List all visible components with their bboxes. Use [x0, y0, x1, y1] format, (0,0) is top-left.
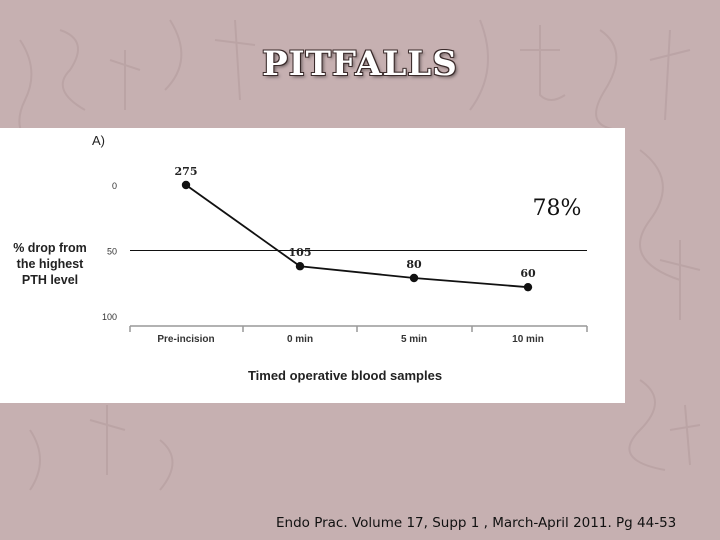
panel-label: A)	[92, 133, 105, 148]
data-label: 275	[175, 165, 198, 178]
x-tick-label: 5 min	[401, 334, 427, 345]
data-point	[181, 180, 191, 190]
series-line	[185, 184, 529, 289]
y-axis-label: % drop from	[13, 241, 87, 255]
annotation-label: 78%	[533, 196, 582, 221]
slide-title: PITFALLS	[262, 44, 458, 84]
x-tick-label: 10 min	[512, 334, 544, 345]
data-label: 105	[289, 246, 312, 259]
data-label: 60	[520, 267, 536, 280]
citation: Endo Prac. Volume 17, Supp 1 , March-Apr…	[276, 515, 677, 531]
x-axis-title: Timed operative blood samples	[248, 368, 442, 383]
y-tick-label: 100	[102, 312, 117, 322]
x-tick-label: Pre-incision	[157, 334, 214, 345]
data-point	[523, 282, 533, 292]
y-tick-label: 50	[107, 247, 117, 257]
data-point	[295, 262, 305, 271]
data-label: 80	[406, 258, 422, 271]
chart-panel: A) 0 50 100 % drop from the highest PTH level 2…	[0, 128, 625, 403]
y-tick-label: 0	[112, 181, 117, 191]
y-axis-label: PTH level	[22, 273, 78, 287]
y-axis-label: the highest	[17, 257, 85, 271]
data-point	[409, 273, 419, 283]
line-chart: A) 0 50 100 % drop from the highest PTH level 2…	[13, 133, 588, 383]
x-tick-label: 0 min	[287, 334, 313, 345]
